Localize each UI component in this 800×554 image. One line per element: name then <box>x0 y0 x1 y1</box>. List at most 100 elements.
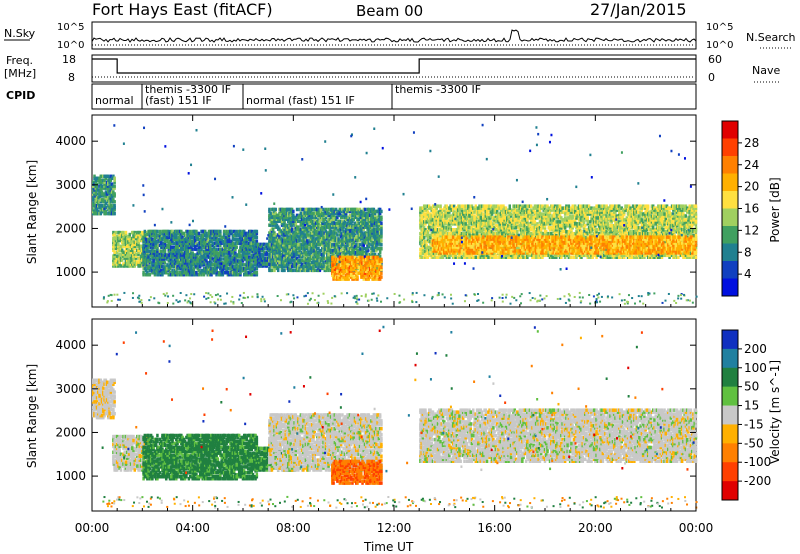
data-cell <box>255 244 259 249</box>
data-cell <box>133 234 137 239</box>
data-cell <box>314 221 318 225</box>
data-cell <box>288 225 291 229</box>
data-cell <box>251 245 255 249</box>
data-cell <box>215 243 218 247</box>
data-cell <box>108 211 111 216</box>
data-cell <box>334 217 338 222</box>
data-cell <box>152 249 155 253</box>
data-cell <box>284 223 288 227</box>
data-cell <box>118 232 121 237</box>
data-cell <box>463 206 466 210</box>
data-cell <box>186 245 189 249</box>
data-cell <box>439 220 442 224</box>
data-cell <box>102 200 105 204</box>
data-cell <box>105 192 109 196</box>
data-cell <box>259 262 262 266</box>
data-cell <box>349 271 353 275</box>
data-cell <box>203 259 207 263</box>
data-cell <box>248 270 251 275</box>
data-cell <box>255 254 259 258</box>
data-cell <box>154 263 158 267</box>
data-cell <box>420 233 423 238</box>
data-cell <box>460 228 464 232</box>
data-cell <box>167 241 170 246</box>
data-cell <box>378 246 382 251</box>
data-cell <box>256 254 260 258</box>
data-cell <box>356 252 359 257</box>
data-cell <box>289 219 293 223</box>
data-cell <box>304 256 308 261</box>
data-cell <box>424 222 427 226</box>
data-cell <box>265 262 269 266</box>
data-cell <box>212 270 216 275</box>
data-cell <box>178 263 182 267</box>
data-cell <box>235 267 238 271</box>
data-cell <box>358 257 362 262</box>
data-cell <box>284 207 288 212</box>
data-cell <box>363 235 367 239</box>
data-cell <box>361 223 364 227</box>
data-cell <box>113 258 116 262</box>
data-cell <box>123 250 126 254</box>
data-cell <box>375 239 378 243</box>
data-cell <box>303 256 306 261</box>
data-cell <box>273 250 276 255</box>
data-cell <box>351 239 354 243</box>
data-cell <box>161 241 164 246</box>
data-cell <box>315 233 319 237</box>
data-cell <box>142 235 145 240</box>
data-cell <box>419 241 422 246</box>
data-cell <box>300 268 304 273</box>
data-cell <box>94 188 98 192</box>
data-cell <box>451 218 455 222</box>
data-cell <box>98 211 101 216</box>
data-cell <box>426 249 430 254</box>
data-cell <box>427 206 431 210</box>
data-cell <box>361 264 364 269</box>
data-cell <box>451 212 455 216</box>
data-cell <box>209 249 212 253</box>
data-cell <box>458 255 461 259</box>
nave-tick-bottom: 0 <box>708 71 715 84</box>
data-cell <box>373 257 377 262</box>
data-cell <box>348 271 352 275</box>
data-cell <box>444 253 447 258</box>
data-cell <box>426 235 430 240</box>
data-cell <box>294 227 298 231</box>
data-cell <box>285 258 289 263</box>
data-cell <box>122 238 125 243</box>
data-cell <box>232 269 236 273</box>
data-cell <box>153 253 157 257</box>
data-cell <box>246 241 250 246</box>
data-cell <box>202 231 206 236</box>
data-cell <box>327 235 330 239</box>
data-cell <box>224 267 227 271</box>
data-cell <box>366 246 369 251</box>
data-cell <box>361 250 364 255</box>
data-cell <box>365 223 368 227</box>
data-cell <box>219 267 222 271</box>
data-cell <box>298 243 301 247</box>
data-cell <box>224 261 227 265</box>
data-cell <box>225 270 228 275</box>
data-cell <box>305 252 309 257</box>
data-cell <box>176 251 179 255</box>
data-cell <box>322 252 325 257</box>
data-cell <box>305 231 309 235</box>
data-cell <box>463 253 466 258</box>
data-cell <box>109 176 113 181</box>
cpid-entry-1: normal <box>95 94 134 107</box>
data-cell <box>319 215 323 220</box>
data-cell <box>190 257 193 261</box>
data-cell <box>347 267 350 271</box>
data-cell <box>445 206 449 210</box>
data-cell <box>337 221 340 225</box>
data-cell <box>235 272 238 277</box>
data-cell <box>161 253 164 257</box>
data-cell <box>266 248 270 253</box>
data-cell <box>141 236 144 241</box>
data-cell <box>210 229 213 234</box>
data-cell <box>376 215 379 220</box>
data-cell <box>168 231 172 236</box>
data-cell <box>282 243 285 247</box>
